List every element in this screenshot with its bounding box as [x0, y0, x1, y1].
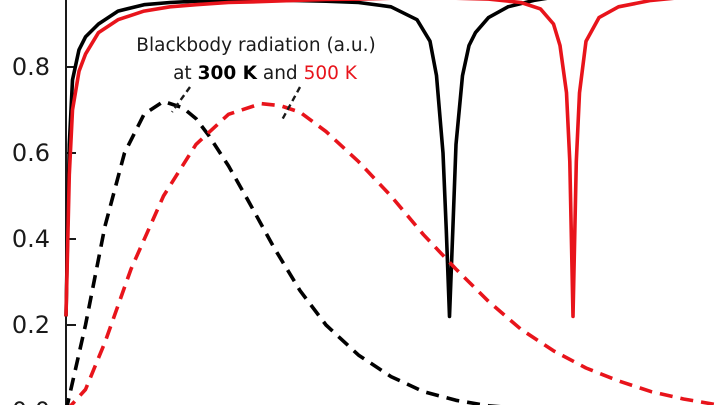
series-line-t500-dashed: [69, 101, 717, 405]
annotation-leader-300k: [171, 86, 191, 113]
series-group: [64, 0, 717, 405]
annotation: Blackbody radiation (a.u.) at 300 K and …: [136, 35, 376, 121]
annotation-500k: 500 K: [304, 63, 358, 84]
series-line-t300-solid: [64, 0, 548, 319]
y-tick-label: 0.6: [12, 139, 50, 167]
y-tick-label: 0.2: [12, 311, 50, 339]
annotation-line2: at 300 K and 500 K: [173, 63, 358, 84]
y-tick-label: 0.8: [12, 53, 50, 81]
series-line-t300-dashed: [65, 99, 502, 405]
annotation-mid: and: [257, 63, 304, 84]
annotation-300k: 300 K: [198, 63, 258, 84]
y-tick-label: 0.0: [12, 397, 50, 405]
annotation-prefix: at: [173, 63, 197, 84]
annotation-line1: Blackbody radiation (a.u.): [136, 35, 375, 56]
series-line-t500-solid: [64, 0, 675, 319]
annotation-leader-500k: [280, 86, 302, 121]
y-ticks: 0.0 0.2 0.4 0.6 0.8: [12, 53, 76, 405]
y-tick-label: 0.4: [12, 225, 50, 253]
